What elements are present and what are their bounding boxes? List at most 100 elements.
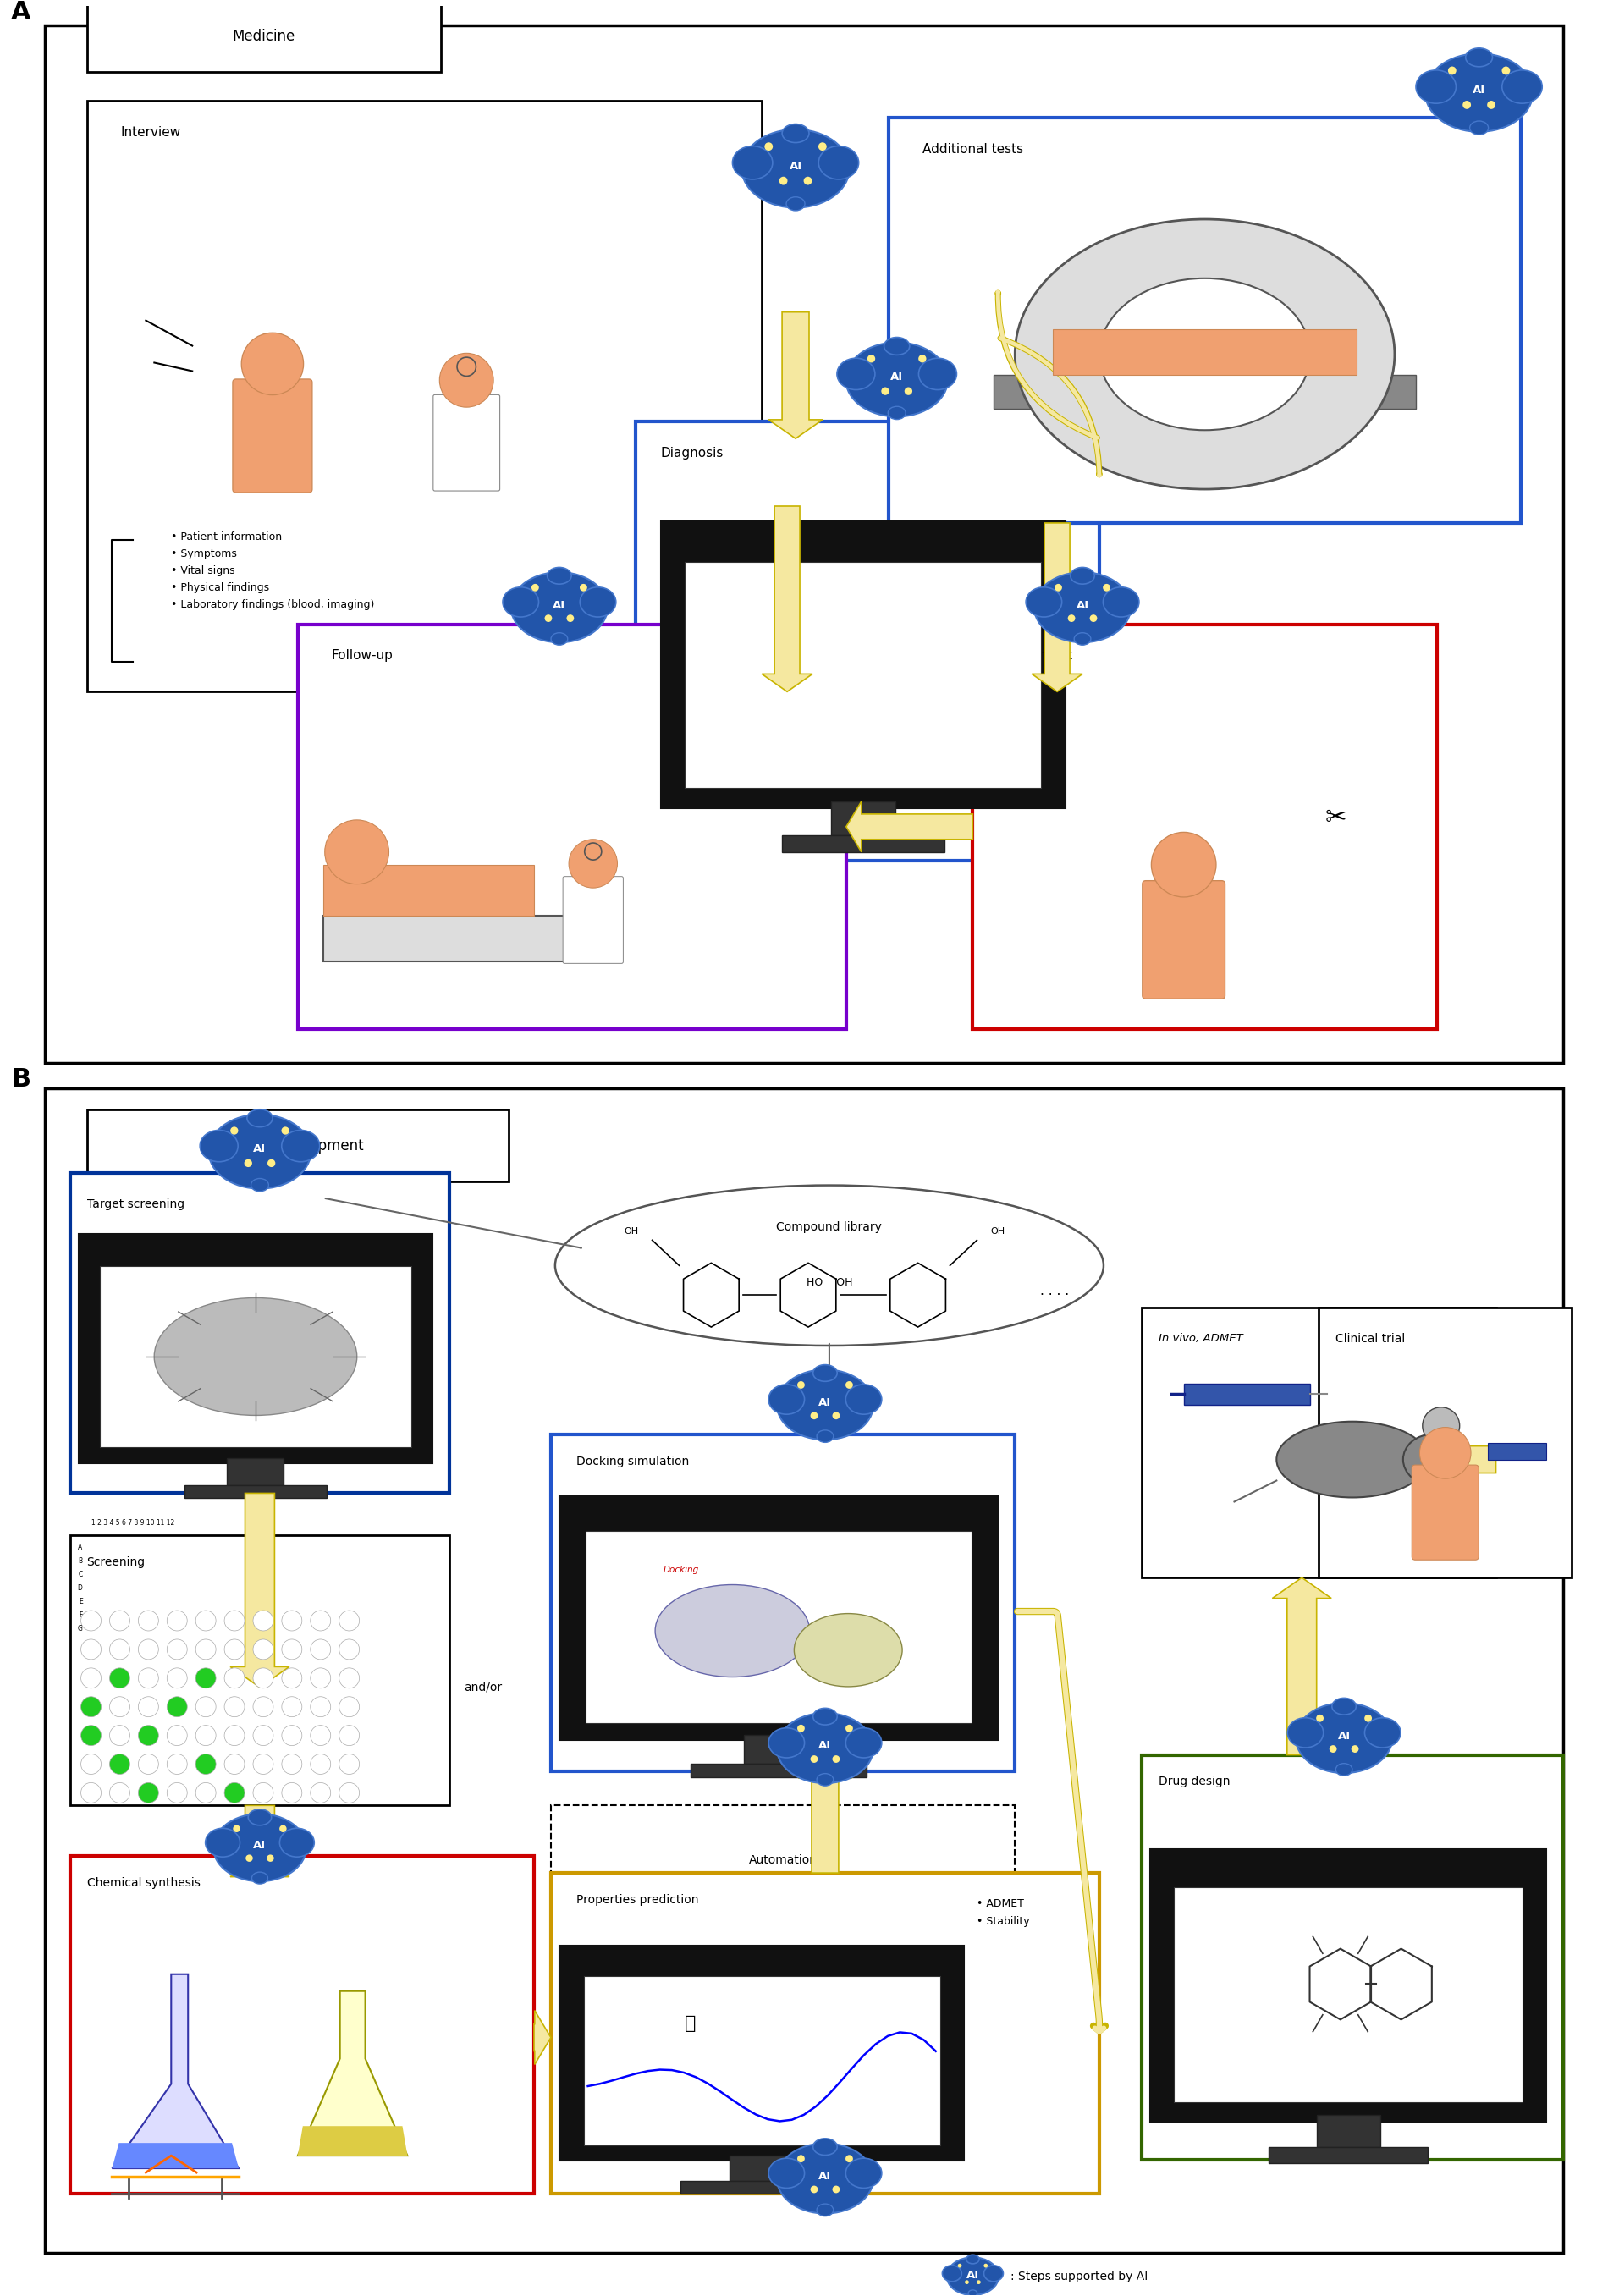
Circle shape [282,1127,290,1134]
Text: AI: AI [819,2170,832,2181]
Ellipse shape [782,124,810,142]
Circle shape [81,1639,100,1660]
Text: Additional tests: Additional tests [923,142,1023,156]
Ellipse shape [813,1708,837,1724]
Text: AI: AI [554,599,565,611]
Text: Docking simulation: Docking simulation [576,1456,690,1467]
Ellipse shape [947,2257,999,2296]
Circle shape [267,1855,274,1862]
Circle shape [818,142,827,152]
Text: ⌒: ⌒ [685,2016,696,2032]
Circle shape [832,1756,840,1763]
FancyBboxPatch shape [583,1977,941,2144]
Circle shape [1502,67,1511,76]
Text: AI: AI [967,2268,979,2280]
Circle shape [1462,101,1472,108]
Circle shape [1103,583,1111,592]
Circle shape [1488,101,1496,108]
Circle shape [779,177,787,186]
Circle shape [797,2156,805,2163]
FancyBboxPatch shape [889,117,1522,523]
FancyBboxPatch shape [1149,1848,1546,2122]
Ellipse shape [884,338,910,356]
Text: HO    OH: HO OH [806,1277,852,1288]
Circle shape [811,1756,818,1763]
Circle shape [803,177,813,186]
Text: Docking: Docking [662,1566,699,1575]
Circle shape [196,1639,215,1660]
Circle shape [845,1382,853,1389]
Circle shape [81,1724,100,1745]
Ellipse shape [1276,1421,1428,1497]
Ellipse shape [580,588,615,618]
Circle shape [225,1754,244,1775]
Ellipse shape [845,2158,882,2188]
Text: Clinical trial: Clinical trial [1336,1334,1405,1345]
Text: : Steps supported by AI: : Steps supported by AI [1010,2271,1148,2282]
Circle shape [110,1724,130,1745]
Circle shape [567,615,575,622]
Ellipse shape [1425,53,1533,131]
Circle shape [1423,1407,1460,1444]
Circle shape [241,333,303,395]
Ellipse shape [1070,567,1094,583]
FancyBboxPatch shape [70,1173,450,1492]
Ellipse shape [942,2266,962,2282]
Text: OH: OH [991,1228,1005,1235]
Circle shape [1054,583,1062,592]
Ellipse shape [887,406,905,420]
FancyBboxPatch shape [1316,2115,1379,2147]
Circle shape [1090,615,1098,622]
Circle shape [832,1412,840,1419]
Circle shape [138,1724,159,1745]
FancyBboxPatch shape [973,625,1436,1029]
Circle shape [81,1754,100,1775]
Polygon shape [847,801,973,852]
FancyBboxPatch shape [87,0,442,71]
Circle shape [138,1609,159,1630]
Circle shape [311,1639,330,1660]
Circle shape [253,1667,274,1688]
Ellipse shape [837,358,874,390]
Ellipse shape [819,147,858,179]
Text: AI: AI [1077,599,1090,611]
Ellipse shape [795,1614,902,1688]
Text: Treatment: Treatment [1007,650,1072,661]
Circle shape [167,1724,188,1745]
Text: Properties prediction: Properties prediction [576,1894,698,1906]
Ellipse shape [1332,1699,1357,1715]
Circle shape [110,1639,130,1660]
Ellipse shape [209,1114,311,1189]
Ellipse shape [550,634,568,645]
Circle shape [338,1639,359,1660]
FancyArrowPatch shape [1001,338,1099,475]
Circle shape [225,1639,244,1660]
Circle shape [253,1724,274,1745]
Circle shape [246,1855,253,1862]
Circle shape [244,1159,253,1166]
Ellipse shape [504,588,539,618]
Circle shape [338,1667,359,1688]
Ellipse shape [199,1130,238,1162]
FancyBboxPatch shape [1141,1754,1564,2161]
Ellipse shape [769,1384,805,1414]
Circle shape [282,1754,303,1775]
Ellipse shape [777,1371,873,1440]
Polygon shape [112,1975,238,2167]
FancyBboxPatch shape [87,1109,508,1180]
FancyArrowPatch shape [997,292,1098,439]
FancyBboxPatch shape [324,916,618,962]
Circle shape [311,1754,330,1775]
Ellipse shape [777,1713,873,1784]
Ellipse shape [253,1871,267,1885]
FancyBboxPatch shape [1319,1309,1572,1577]
FancyArrowPatch shape [997,294,1098,439]
FancyBboxPatch shape [227,1458,283,1486]
Text: Diagnosis: Diagnosis [661,448,724,459]
Circle shape [881,388,889,395]
Circle shape [544,615,552,622]
Ellipse shape [1295,1704,1392,1773]
FancyBboxPatch shape [550,1805,1015,1915]
Circle shape [311,1724,330,1745]
Circle shape [797,1382,805,1389]
